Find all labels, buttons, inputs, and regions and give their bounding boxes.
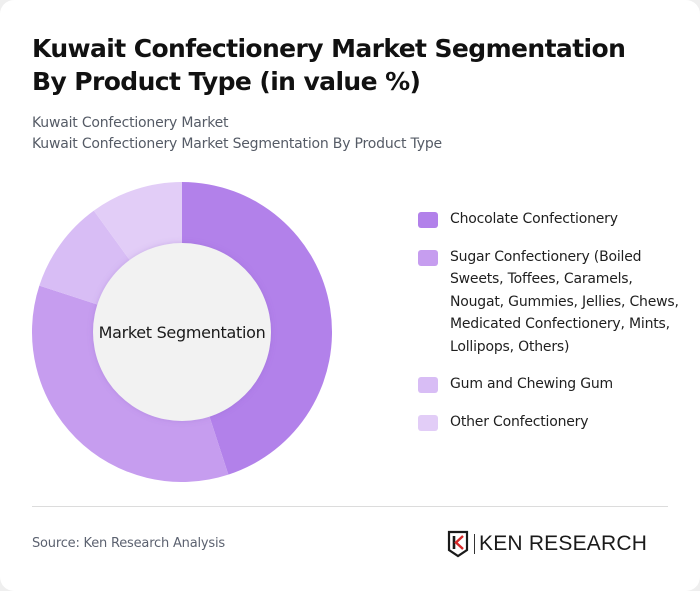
source-note: Source: Ken Research Analysis <box>32 536 225 551</box>
legend-label: Chocolate Confectionery <box>450 211 618 227</box>
subtitle: Kuwait Confectionery Market Kuwait Confe… <box>32 113 442 155</box>
subtitle-market: Kuwait Confectionery Market <box>32 115 229 131</box>
logo-text: KEN RESEARCH <box>479 532 648 555</box>
donut-svg <box>32 182 332 482</box>
legend-swatch <box>418 249 438 266</box>
legend-swatch <box>418 212 438 228</box>
legend-item-other: Other Confectionery <box>418 411 683 434</box>
page-title: Kuwait Confectionery Market Segmentation… <box>32 34 626 96</box>
subtitle-segmentation: Kuwait Confectionery Market Segmentation… <box>32 136 442 152</box>
footer-divider <box>32 506 668 507</box>
legend-label: Gum and Chewing Gum <box>450 376 613 392</box>
legend-item-chocolate: Chocolate Confectionery <box>418 208 683 231</box>
ken-research-k-shield-icon <box>447 530 469 558</box>
logo-divider <box>474 534 475 554</box>
donut-hole <box>93 243 271 421</box>
center-label: Market Segmentation <box>98 322 266 342</box>
legend-swatch <box>418 377 438 393</box>
legend-item-sugar: Sugar Confectionery (Boiled Sweets, Toff… <box>418 246 683 359</box>
donut-chart: Market Segmentation <box>32 182 332 482</box>
legend: Chocolate Confectionery Sugar Confection… <box>418 208 683 448</box>
legend-swatch <box>418 414 438 431</box>
legend-label: Other Confectionery <box>450 413 589 430</box>
ken-research-logo: KEN RESEARCH <box>447 530 647 558</box>
legend-item-gum: Gum and Chewing Gum <box>418 373 683 396</box>
legend-label: Sugar Confectionery (Boiled Sweets, Toff… <box>450 248 679 355</box>
